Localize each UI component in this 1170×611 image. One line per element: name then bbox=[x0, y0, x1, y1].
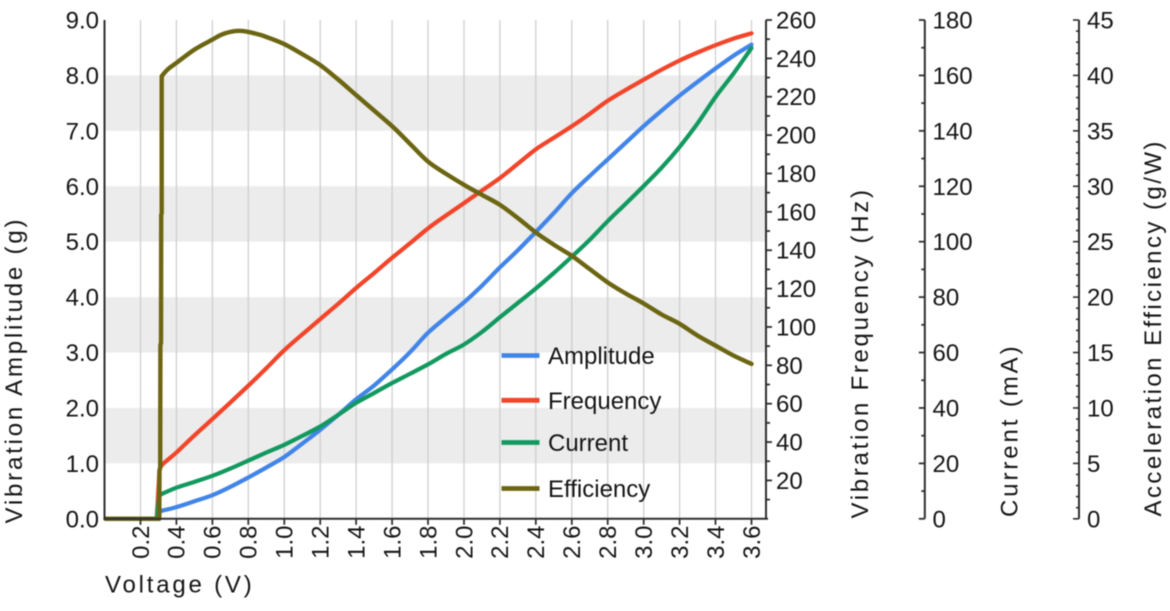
svg-text:120: 120 bbox=[933, 174, 973, 201]
svg-text:40: 40 bbox=[776, 430, 803, 457]
svg-text:40: 40 bbox=[1087, 63, 1114, 90]
svg-text:260: 260 bbox=[776, 8, 816, 35]
svg-text:40: 40 bbox=[933, 396, 960, 423]
svg-text:1.8: 1.8 bbox=[415, 526, 442, 559]
svg-text:Voltage (V): Voltage (V) bbox=[105, 572, 255, 599]
svg-text:3.2: 3.2 bbox=[667, 526, 694, 559]
svg-text:Current: Current bbox=[548, 430, 628, 457]
svg-text:3.0: 3.0 bbox=[66, 340, 99, 367]
svg-text:3.4: 3.4 bbox=[703, 526, 730, 559]
svg-text:3.6: 3.6 bbox=[739, 526, 766, 559]
svg-text:120: 120 bbox=[776, 276, 816, 303]
svg-text:5.0: 5.0 bbox=[66, 229, 99, 256]
svg-text:1.4: 1.4 bbox=[343, 526, 370, 559]
svg-text:5: 5 bbox=[1087, 451, 1100, 478]
svg-text:25: 25 bbox=[1087, 229, 1114, 256]
svg-text:10: 10 bbox=[1087, 396, 1114, 423]
svg-text:140: 140 bbox=[933, 118, 973, 145]
svg-text:0: 0 bbox=[1087, 506, 1100, 533]
svg-text:180: 180 bbox=[933, 8, 973, 35]
svg-text:1.6: 1.6 bbox=[379, 526, 406, 559]
svg-text:20: 20 bbox=[933, 451, 960, 478]
svg-text:0.4: 0.4 bbox=[164, 526, 191, 559]
svg-text:2.8: 2.8 bbox=[595, 526, 622, 559]
svg-text:180: 180 bbox=[776, 161, 816, 188]
svg-text:240: 240 bbox=[776, 46, 816, 73]
svg-text:0.0: 0.0 bbox=[66, 506, 99, 533]
svg-text:Amplitude: Amplitude bbox=[548, 343, 655, 370]
svg-text:2.2: 2.2 bbox=[487, 526, 514, 559]
svg-text:4.0: 4.0 bbox=[66, 285, 99, 312]
svg-text:Current (mA): Current (mA) bbox=[997, 344, 1024, 517]
svg-text:20: 20 bbox=[1087, 285, 1114, 312]
svg-text:3.0: 3.0 bbox=[631, 526, 658, 559]
svg-text:160: 160 bbox=[776, 199, 816, 226]
svg-text:2.0: 2.0 bbox=[451, 526, 478, 559]
svg-text:100: 100 bbox=[776, 315, 816, 342]
svg-text:9.0: 9.0 bbox=[66, 8, 99, 35]
svg-text:1.0: 1.0 bbox=[66, 451, 99, 478]
svg-text:80: 80 bbox=[933, 285, 960, 312]
svg-text:Acceleration Efficiency (g/W): Acceleration Efficiency (g/W) bbox=[1140, 139, 1167, 516]
svg-text:0.8: 0.8 bbox=[236, 526, 263, 559]
svg-text:35: 35 bbox=[1087, 118, 1114, 145]
svg-text:2.0: 2.0 bbox=[66, 396, 99, 423]
svg-text:30: 30 bbox=[1087, 174, 1114, 201]
svg-text:7.0: 7.0 bbox=[66, 118, 99, 145]
svg-text:160: 160 bbox=[933, 63, 973, 90]
svg-text:Vibration Amplitude (g): Vibration Amplitude (g) bbox=[1, 217, 28, 524]
svg-text:2.6: 2.6 bbox=[559, 526, 586, 559]
svg-text:0.6: 0.6 bbox=[200, 526, 227, 559]
svg-text:20: 20 bbox=[776, 468, 803, 495]
svg-text:6.0: 6.0 bbox=[66, 174, 99, 201]
svg-text:1.2: 1.2 bbox=[308, 526, 335, 559]
svg-text:1.0: 1.0 bbox=[272, 526, 299, 559]
svg-text:100: 100 bbox=[933, 229, 973, 256]
svg-text:140: 140 bbox=[776, 238, 816, 265]
svg-text:0: 0 bbox=[933, 506, 946, 533]
svg-text:15: 15 bbox=[1087, 340, 1114, 367]
svg-text:Vibration Frequency (Hz): Vibration Frequency (Hz) bbox=[847, 187, 874, 518]
svg-text:2.4: 2.4 bbox=[523, 526, 550, 559]
svg-text:0.2: 0.2 bbox=[128, 526, 155, 559]
svg-text:60: 60 bbox=[776, 391, 803, 418]
svg-text:Frequency: Frequency bbox=[548, 388, 661, 415]
svg-text:220: 220 bbox=[776, 84, 816, 111]
svg-text:8.0: 8.0 bbox=[66, 63, 99, 90]
svg-text:200: 200 bbox=[776, 123, 816, 150]
svg-text:45: 45 bbox=[1087, 8, 1114, 35]
svg-text:60: 60 bbox=[933, 340, 960, 367]
svg-text:80: 80 bbox=[776, 353, 803, 380]
svg-text:Efficiency: Efficiency bbox=[548, 476, 650, 503]
